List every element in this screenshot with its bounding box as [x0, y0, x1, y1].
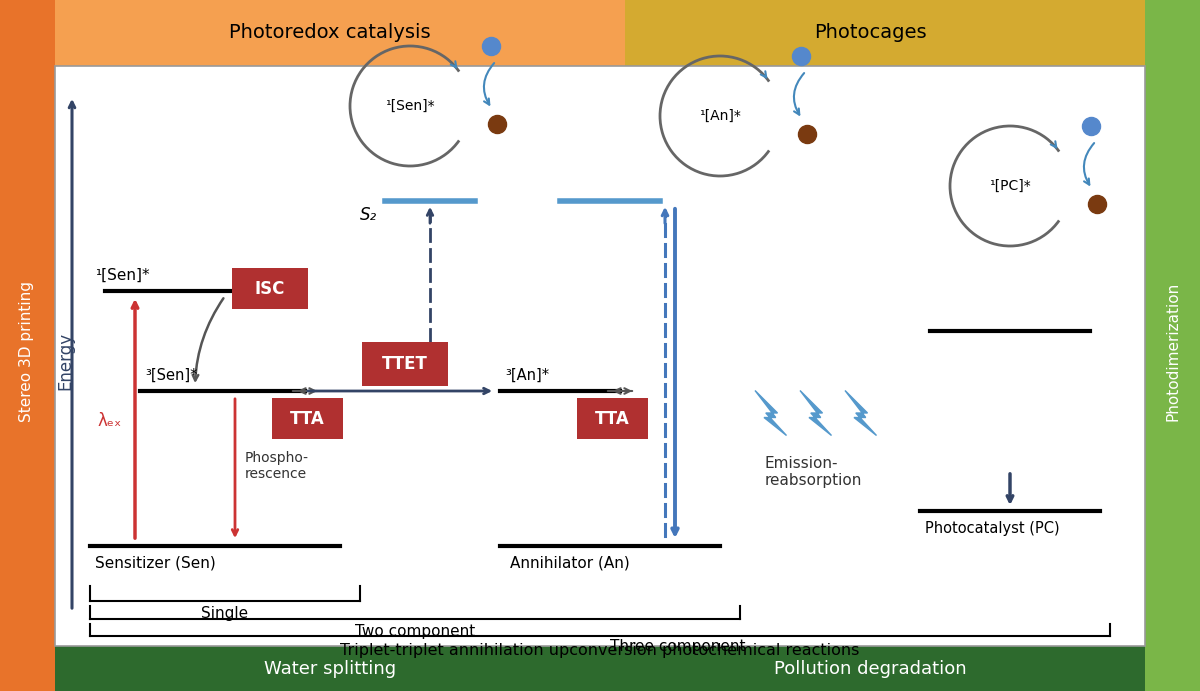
Text: Triplet-triplet annihilation upconversion photochemical reactions: Triplet-triplet annihilation upconversio… [341, 643, 859, 658]
Text: Pollution degradation: Pollution degradation [774, 660, 966, 678]
Text: Three component: Three component [610, 639, 745, 654]
Text: Stereo 3D printing: Stereo 3D printing [19, 281, 35, 422]
Text: ¹[An]*: ¹[An]* [700, 109, 740, 123]
Text: S₂: S₂ [360, 206, 377, 224]
Text: TTA: TTA [595, 410, 630, 428]
Text: Two component: Two component [355, 624, 475, 639]
FancyBboxPatch shape [577, 398, 648, 439]
Text: TTA: TTA [290, 410, 325, 428]
Text: ¹[Sen]*: ¹[Sen]* [385, 99, 434, 113]
Text: ³[Sen]*: ³[Sen]* [145, 368, 198, 383]
Text: Phospho-
rescence: Phospho- rescence [245, 451, 310, 481]
Text: Sensitizer (Sen): Sensitizer (Sen) [95, 556, 216, 571]
Polygon shape [845, 390, 876, 435]
Text: Photoredox catalysis: Photoredox catalysis [229, 23, 431, 43]
Text: Single: Single [202, 606, 248, 621]
Text: Energy: Energy [56, 332, 74, 390]
Polygon shape [800, 390, 832, 435]
Text: ¹[PC]*: ¹[PC]* [989, 179, 1031, 193]
FancyBboxPatch shape [272, 398, 343, 439]
Text: Photocages: Photocages [814, 23, 926, 43]
Polygon shape [755, 390, 786, 435]
Bar [1145, 0, 1200, 691]
Text: Water splitting: Water splitting [264, 660, 396, 678]
Text: Emission-
reabsorption: Emission- reabsorption [766, 456, 863, 489]
Bar [0, 0, 55, 691]
Bar [55, 66, 1145, 646]
Bar [625, 0, 1145, 66]
Text: Photocatalyst (PC): Photocatalyst (PC) [925, 521, 1060, 536]
Text: TTET: TTET [382, 355, 428, 373]
Text: Photodimerization: Photodimerization [1165, 281, 1181, 421]
Text: ¹[Sen]*: ¹[Sen]* [95, 268, 150, 283]
Text: ³[An]*: ³[An]* [505, 368, 550, 383]
FancyBboxPatch shape [232, 268, 308, 309]
Bar [625, 646, 1145, 691]
Text: ISC: ISC [254, 280, 286, 298]
Text: λₑₓ: λₑₓ [98, 412, 122, 430]
Bar [55, 0, 625, 66]
FancyBboxPatch shape [362, 342, 448, 386]
Bar [55, 646, 625, 691]
Text: Annihilator (An): Annihilator (An) [510, 556, 630, 571]
